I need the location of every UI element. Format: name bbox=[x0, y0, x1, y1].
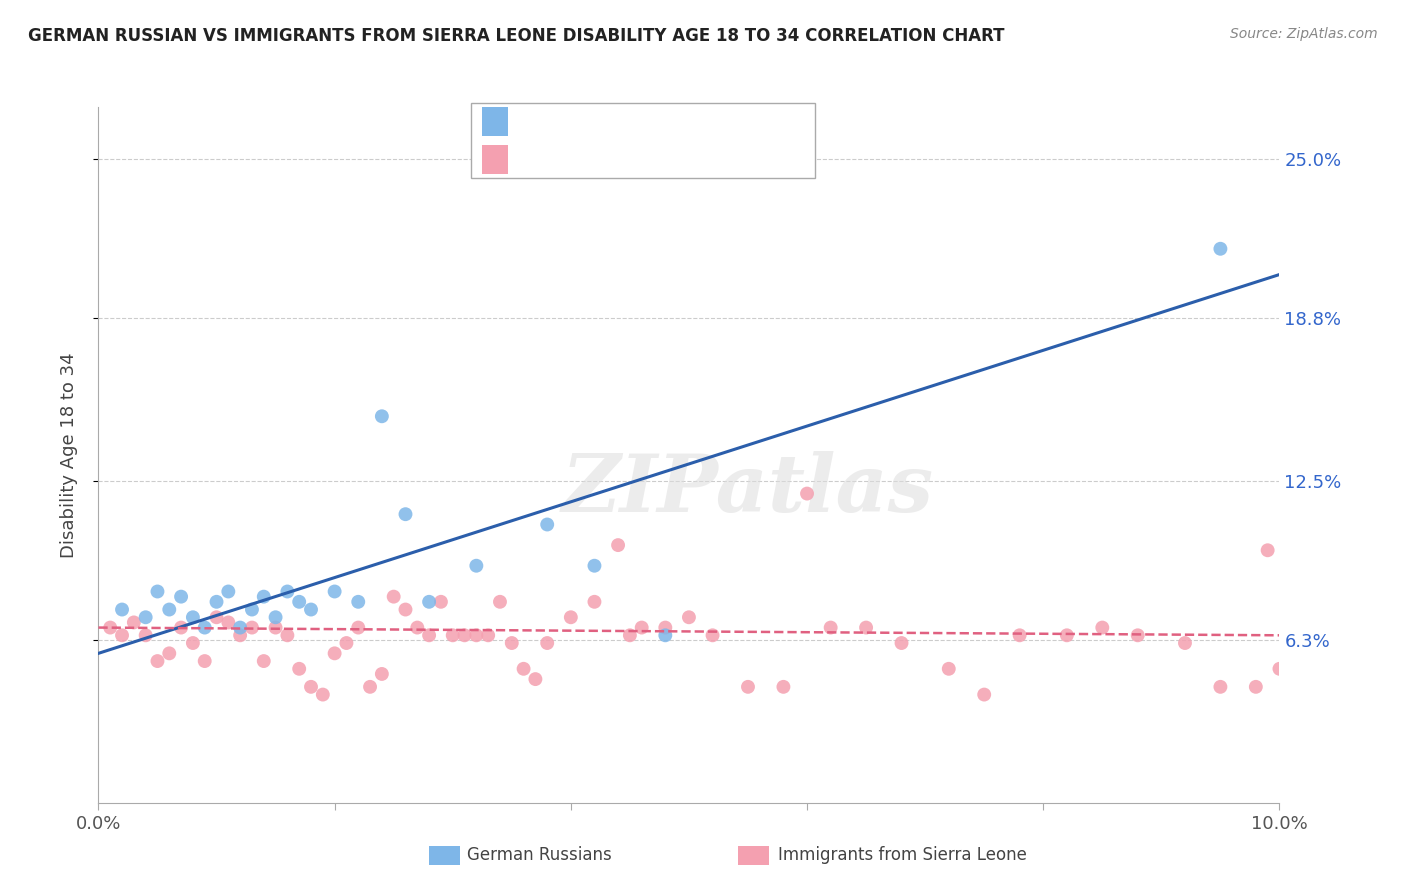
Point bbox=[371, 667, 394, 681]
Point bbox=[560, 610, 582, 624]
Point bbox=[205, 595, 228, 609]
Point bbox=[406, 621, 429, 635]
Point bbox=[501, 636, 523, 650]
Point bbox=[418, 628, 440, 642]
Point bbox=[772, 680, 794, 694]
Point bbox=[1091, 621, 1114, 635]
Point bbox=[170, 590, 193, 604]
Point bbox=[1174, 636, 1197, 650]
Point bbox=[111, 628, 134, 642]
Point bbox=[418, 595, 440, 609]
Point bbox=[737, 680, 759, 694]
Point bbox=[217, 615, 239, 630]
Point bbox=[205, 610, 228, 624]
Text: Immigrants from Sierra Leone: Immigrants from Sierra Leone bbox=[778, 847, 1026, 864]
Point bbox=[264, 621, 287, 635]
Point bbox=[678, 610, 700, 624]
Point bbox=[583, 558, 606, 573]
Point bbox=[855, 621, 877, 635]
Text: German Russians: German Russians bbox=[467, 847, 612, 864]
Point bbox=[194, 621, 217, 635]
Point bbox=[394, 602, 416, 616]
Point bbox=[820, 621, 842, 635]
Point bbox=[157, 646, 180, 660]
Point bbox=[1257, 543, 1279, 558]
Text: N = 65: N = 65 bbox=[689, 150, 749, 168]
Point bbox=[299, 602, 322, 616]
Point bbox=[276, 628, 298, 642]
Point bbox=[607, 538, 630, 552]
Point bbox=[973, 688, 995, 702]
Point bbox=[347, 595, 370, 609]
Point bbox=[619, 628, 641, 642]
Point bbox=[430, 595, 453, 609]
Point bbox=[796, 486, 818, 500]
Point bbox=[217, 584, 239, 599]
Text: Source: ZipAtlas.com: Source: ZipAtlas.com bbox=[1230, 27, 1378, 41]
Point bbox=[371, 409, 394, 424]
Point bbox=[335, 636, 357, 650]
Point bbox=[323, 584, 346, 599]
Point bbox=[299, 680, 322, 694]
Point bbox=[229, 621, 252, 635]
Point bbox=[441, 628, 464, 642]
Point bbox=[240, 602, 263, 616]
Point bbox=[253, 654, 276, 668]
Point bbox=[146, 584, 169, 599]
Point bbox=[702, 628, 724, 642]
Point bbox=[98, 621, 121, 635]
Y-axis label: Disability Age 18 to 34: Disability Age 18 to 34 bbox=[59, 352, 77, 558]
Point bbox=[1209, 680, 1232, 694]
Point bbox=[394, 507, 416, 521]
Point bbox=[253, 590, 276, 604]
Point bbox=[938, 662, 960, 676]
Point bbox=[240, 621, 263, 635]
Text: R = -0.026: R = -0.026 bbox=[516, 150, 616, 168]
Point bbox=[288, 662, 311, 676]
Point bbox=[312, 688, 335, 702]
Point bbox=[264, 610, 287, 624]
Point bbox=[135, 628, 157, 642]
Point bbox=[654, 621, 676, 635]
Point bbox=[181, 636, 204, 650]
Point bbox=[890, 636, 912, 650]
Point bbox=[323, 646, 346, 660]
Point bbox=[181, 610, 204, 624]
Point bbox=[122, 615, 145, 630]
Point bbox=[347, 621, 370, 635]
Point bbox=[229, 628, 252, 642]
Point bbox=[359, 680, 381, 694]
Point bbox=[382, 590, 405, 604]
Point bbox=[1056, 628, 1078, 642]
Text: N = 26: N = 26 bbox=[689, 112, 749, 130]
Text: R =  0.647: R = 0.647 bbox=[516, 112, 616, 130]
Point bbox=[465, 628, 488, 642]
Point bbox=[276, 584, 298, 599]
Point bbox=[146, 654, 169, 668]
Point bbox=[1244, 680, 1267, 694]
Point bbox=[111, 602, 134, 616]
Point bbox=[1126, 628, 1149, 642]
Text: ZIPatlas: ZIPatlas bbox=[562, 451, 934, 528]
Point bbox=[477, 628, 499, 642]
Point bbox=[288, 595, 311, 609]
Point bbox=[1268, 662, 1291, 676]
Point bbox=[1209, 242, 1232, 256]
Point bbox=[654, 628, 676, 642]
Point bbox=[157, 602, 180, 616]
Point bbox=[194, 654, 217, 668]
Point bbox=[536, 517, 558, 532]
Point bbox=[453, 628, 475, 642]
Text: GERMAN RUSSIAN VS IMMIGRANTS FROM SIERRA LEONE DISABILITY AGE 18 TO 34 CORRELATI: GERMAN RUSSIAN VS IMMIGRANTS FROM SIERRA… bbox=[28, 27, 1005, 45]
Point bbox=[512, 662, 534, 676]
Point bbox=[170, 621, 193, 635]
Point bbox=[583, 595, 606, 609]
Point bbox=[489, 595, 512, 609]
Point bbox=[536, 636, 558, 650]
Point bbox=[1008, 628, 1031, 642]
Point bbox=[524, 672, 547, 686]
Point bbox=[465, 558, 488, 573]
Point bbox=[630, 621, 652, 635]
Point bbox=[135, 610, 157, 624]
